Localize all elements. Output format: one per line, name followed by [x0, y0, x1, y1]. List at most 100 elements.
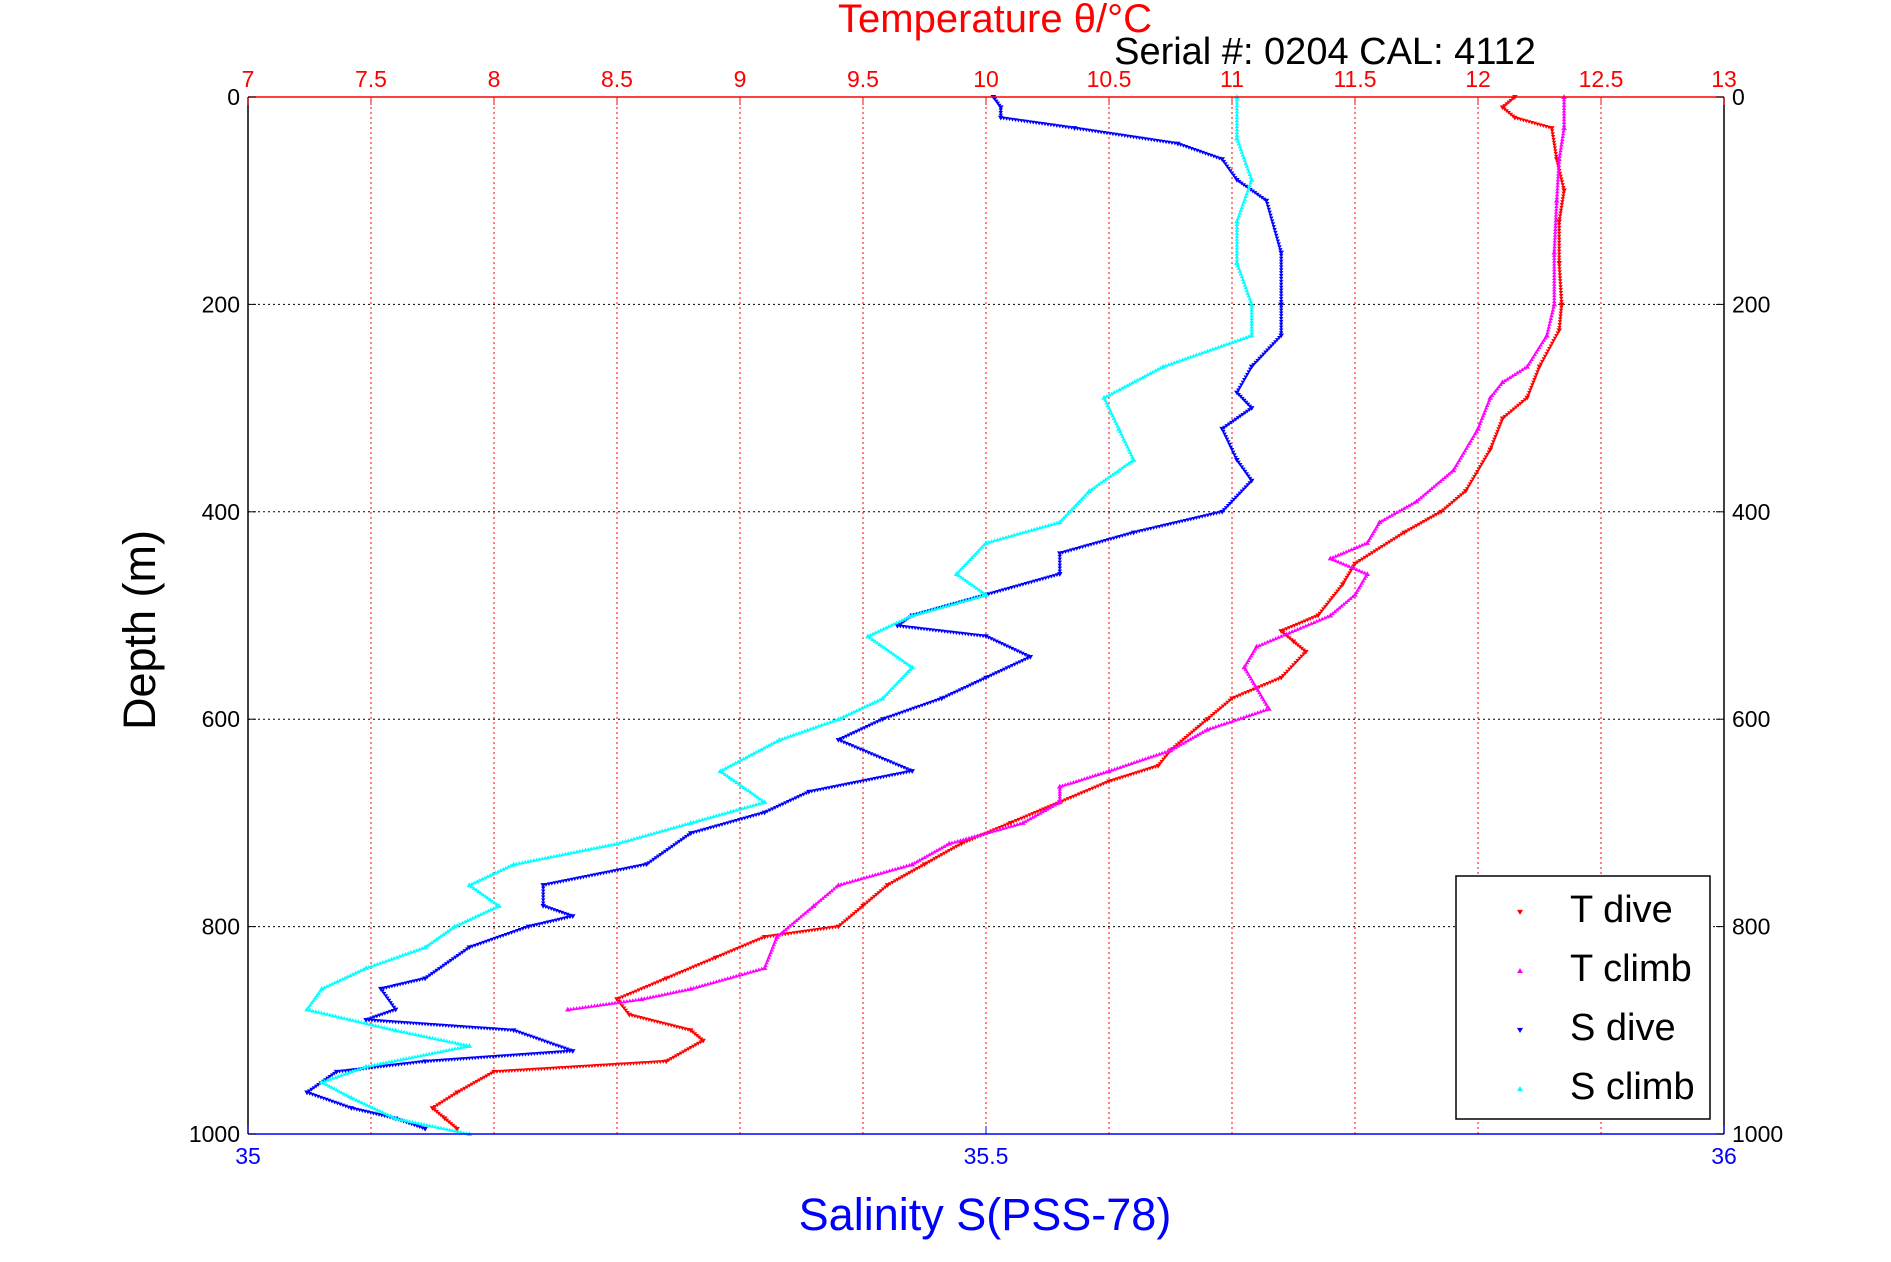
data-point: [623, 994, 628, 998]
data-point: [341, 1091, 347, 1096]
data-point: [531, 1035, 536, 1040]
data-point: [1535, 347, 1540, 352]
data-point: [1293, 661, 1298, 665]
data-point: [1194, 352, 1199, 357]
data-point: [862, 726, 867, 730]
data-point: [1389, 538, 1395, 543]
data-point: [800, 912, 806, 917]
data-point: [594, 845, 600, 850]
data-point: [1261, 352, 1266, 357]
data-point: [1556, 159, 1562, 164]
data-point: [351, 1096, 357, 1101]
data-point: [1490, 442, 1495, 447]
data-point: [1558, 311, 1564, 316]
data-point: [1238, 394, 1243, 399]
data-point: [484, 1074, 489, 1079]
data-point: [1333, 591, 1338, 596]
data-point: [841, 714, 846, 719]
data-point: [1559, 299, 1564, 304]
data-point: [441, 1126, 447, 1131]
data-point: [905, 708, 911, 713]
data-point: [921, 610, 926, 614]
data-point: [688, 986, 694, 991]
data-point: [785, 800, 791, 804]
data-point: [783, 801, 788, 805]
data-point: [975, 549, 981, 553]
data-point: [686, 1047, 691, 1052]
data-point: [1344, 549, 1349, 554]
data-point: [385, 1112, 390, 1117]
data-point: [631, 836, 637, 841]
data-point: [1557, 276, 1563, 280]
data-point: [1559, 180, 1565, 185]
data-point: [623, 1008, 628, 1013]
data-point: [952, 839, 957, 844]
data-point: [714, 813, 719, 818]
data-point: [1221, 721, 1227, 726]
data-point: [874, 754, 879, 759]
data-point: [1552, 284, 1557, 289]
data-point: [1057, 792, 1062, 796]
data-point: [1027, 813, 1032, 818]
data-point: [410, 1119, 415, 1124]
data-point: [405, 1021, 410, 1026]
data-point: [1397, 534, 1402, 538]
data-point: [858, 906, 863, 910]
series-t-climb: [565, 94, 1567, 1012]
data-point: [399, 1029, 404, 1034]
data-point: [1287, 630, 1292, 635]
data-point: [531, 858, 536, 862]
data-point: [440, 1023, 446, 1028]
data-point: [321, 1096, 326, 1101]
data-point: [627, 998, 632, 1003]
data-point: [659, 992, 665, 997]
data-point: [1234, 118, 1240, 123]
data-point: [451, 923, 458, 929]
data-point: [468, 917, 473, 921]
data-point: [1520, 367, 1525, 372]
data-point: [760, 798, 765, 803]
data-point: [411, 1021, 416, 1026]
data-point: [359, 1100, 364, 1105]
data-point: [904, 767, 909, 771]
data-point: [1431, 514, 1436, 519]
data-point: [1226, 422, 1232, 427]
data-point: [1558, 288, 1563, 292]
data-point: [1531, 380, 1536, 385]
data-point: [999, 668, 1004, 673]
data-point: [1550, 310, 1555, 315]
data-point: [1129, 761, 1134, 766]
data-point: [1082, 776, 1087, 781]
data-point: [1242, 197, 1247, 201]
data-point: [672, 973, 677, 978]
data-point: [685, 987, 691, 991]
data-point: [1239, 150, 1245, 154]
data-point: [1528, 388, 1533, 393]
data-point: [1311, 620, 1317, 624]
data-point: [467, 1056, 472, 1061]
data-point: [449, 1058, 454, 1062]
data-point: [975, 833, 980, 838]
data-point: [1105, 475, 1111, 480]
data-point: [1234, 178, 1240, 183]
data-point: [536, 1067, 541, 1072]
data-point: [1471, 433, 1476, 438]
data-point: [642, 996, 647, 1001]
data-point: [978, 678, 983, 683]
data-point: [1242, 398, 1247, 403]
data-point: [1279, 331, 1284, 335]
data-point: [1536, 364, 1543, 370]
data-point: [1561, 191, 1566, 196]
data-point: [372, 1019, 378, 1023]
data-point: [416, 1121, 421, 1125]
data-point: [737, 945, 743, 950]
data-point: [1552, 143, 1557, 148]
data-point: [316, 1010, 321, 1014]
data-point: [680, 969, 685, 974]
data-point: [550, 1042, 556, 1047]
data-point: [1341, 561, 1346, 566]
data-point: [1272, 227, 1277, 232]
data-point: [805, 909, 810, 913]
data-point: [986, 635, 991, 640]
data-point: [1454, 497, 1459, 501]
